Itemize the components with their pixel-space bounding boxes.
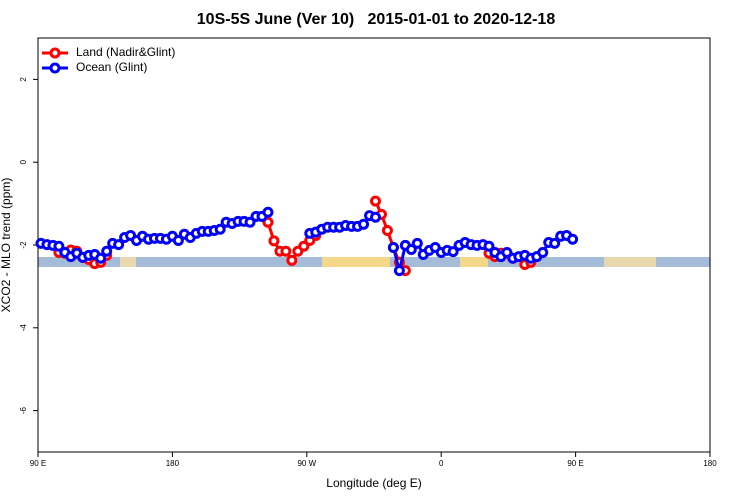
point xyxy=(537,246,549,258)
point xyxy=(113,239,125,251)
point xyxy=(214,223,226,235)
legend-marker xyxy=(49,62,61,74)
point xyxy=(393,265,405,277)
legend-label: Ocean (Glint) xyxy=(76,60,147,74)
x-axis-title: Longitude (deg E) xyxy=(326,476,421,490)
x-tick-label: 90 E xyxy=(30,459,46,468)
x-tick-label: 0 xyxy=(439,459,444,468)
y-tick-label: 0 xyxy=(19,159,28,164)
point xyxy=(172,234,184,246)
land-ocean-strip xyxy=(38,257,710,267)
x-tick-label: 180 xyxy=(166,459,180,468)
point xyxy=(53,240,65,252)
legend: Land (Nadir&Glint)Ocean (Glint) xyxy=(42,45,175,74)
point xyxy=(483,240,495,252)
point xyxy=(381,225,393,237)
x-tick-label: 90 E xyxy=(567,459,583,468)
chart-title: 10S-5S June (Ver 10) 2015-01-01 to 2020-… xyxy=(197,11,556,28)
point xyxy=(567,233,579,245)
x-tick-label: 90 W xyxy=(297,459,316,468)
y-tick-label: 2 xyxy=(19,77,28,82)
point xyxy=(286,254,298,266)
y-axis-title: XCO2 - MLO trend (ppm) xyxy=(0,178,13,313)
point xyxy=(262,206,274,218)
point xyxy=(447,246,459,258)
y-tick-label: -4 xyxy=(19,324,28,332)
point xyxy=(387,241,399,253)
point xyxy=(95,252,107,264)
legend-marker xyxy=(49,47,61,59)
point xyxy=(280,245,292,257)
point xyxy=(358,218,370,230)
point xyxy=(549,237,561,249)
point xyxy=(405,244,417,256)
point xyxy=(101,245,113,257)
legend-label: Land (Nadir&Glint) xyxy=(76,45,175,59)
point xyxy=(369,211,381,223)
y-tick-label: -2 xyxy=(19,241,28,249)
point xyxy=(369,195,381,207)
point xyxy=(411,237,423,249)
series xyxy=(35,206,579,277)
y-tick-label: -6 xyxy=(19,406,28,414)
point xyxy=(268,235,280,247)
x-tick-label: 180 xyxy=(703,459,717,468)
